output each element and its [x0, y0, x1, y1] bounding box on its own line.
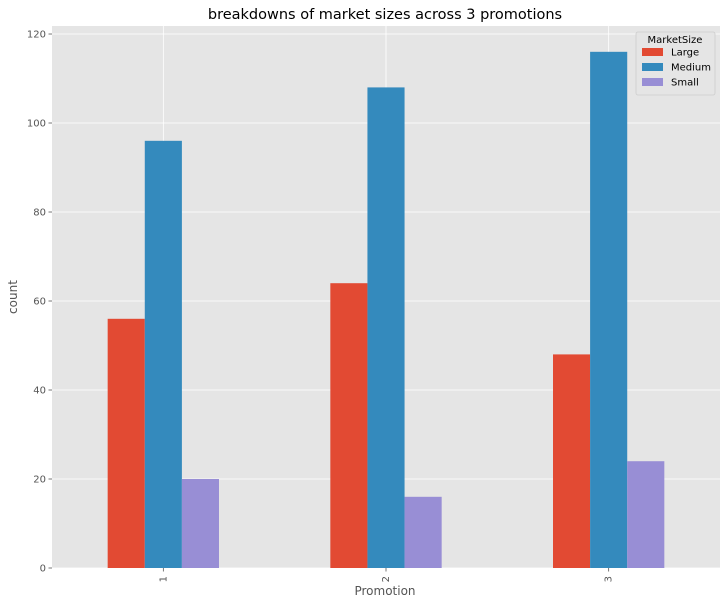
- y-axis-label: count: [6, 280, 20, 314]
- chart-title: breakdowns of market sizes across 3 prom…: [208, 7, 562, 23]
- y-tick-label: 60: [33, 297, 46, 308]
- bar-large-3: [553, 354, 591, 568]
- legend-swatch-small: [642, 78, 663, 86]
- legend-swatch-medium: [642, 63, 663, 71]
- x-axis-label: Promotion: [354, 584, 415, 598]
- legend-swatch-large: [642, 48, 663, 56]
- bar-large-1: [107, 318, 145, 568]
- bars: [107, 51, 665, 569]
- y-tick-label: 40: [33, 386, 46, 397]
- y-axis-ticks: 0 20 40 60 80 100 120: [27, 30, 52, 575]
- legend: MarketSize Large Medium Small: [635, 31, 716, 96]
- y-tick-label: 20: [33, 475, 46, 486]
- legend-label-medium: Medium: [671, 63, 711, 74]
- bar-medium-2: [367, 87, 405, 568]
- x-axis-ticks: 1 2 3: [158, 568, 615, 582]
- bar-small-3: [627, 461, 665, 568]
- bar-medium-3: [590, 51, 628, 569]
- bar-small-2: [404, 496, 442, 568]
- bar-small-1: [181, 479, 219, 568]
- x-tick-label: 3: [604, 576, 615, 582]
- bar-large-2: [330, 283, 368, 568]
- y-tick-label: 80: [33, 208, 46, 219]
- y-tick-label: 0: [40, 564, 46, 575]
- x-tick-label: 1: [158, 576, 169, 582]
- legend-label-large: Large: [671, 48, 699, 59]
- x-tick-label: 2: [381, 576, 392, 582]
- bar-medium-1: [144, 140, 182, 569]
- legend-items: Large Medium Small: [642, 48, 711, 89]
- y-tick-label: 100: [27, 119, 46, 130]
- y-tick-label: 120: [27, 30, 46, 41]
- legend-label-small: Small: [671, 78, 699, 89]
- legend-title: MarketSize: [648, 35, 703, 46]
